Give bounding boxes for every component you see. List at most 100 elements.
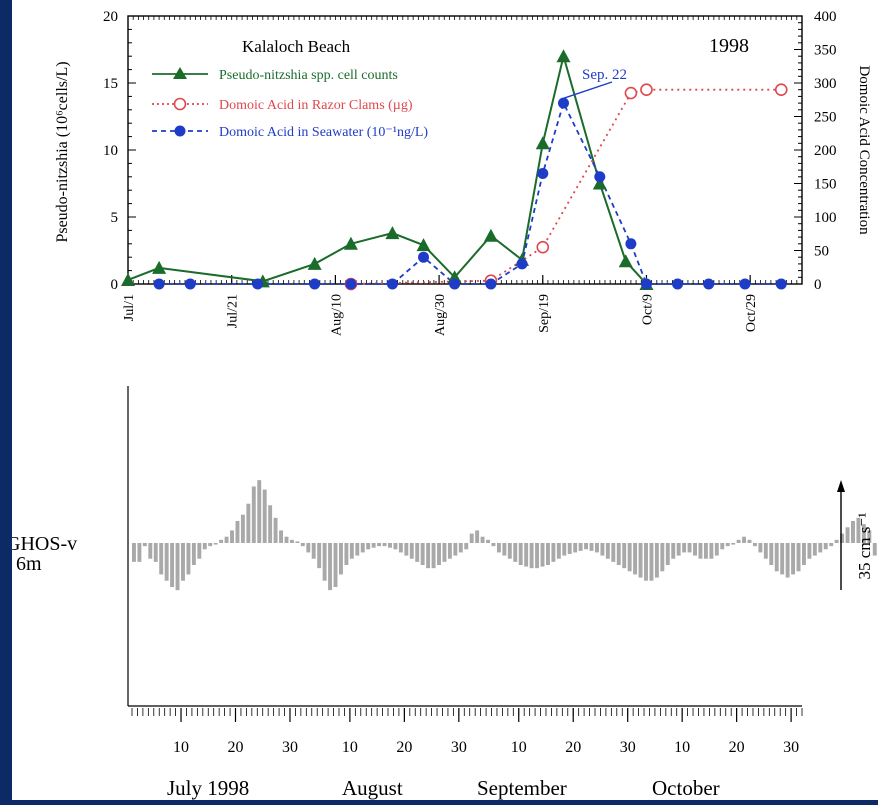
velocity-bar <box>295 541 300 543</box>
series-line-0 <box>127 52 648 285</box>
velocity-bar <box>763 543 768 559</box>
velocity-bar <box>437 543 441 565</box>
velocity-bar <box>731 543 736 545</box>
razor-clam-point <box>624 86 638 100</box>
velocity-bar <box>567 543 572 554</box>
velocity-bar <box>289 539 294 543</box>
velocity-bar <box>257 480 262 543</box>
seawater-point <box>537 167 549 179</box>
velocity-bar <box>758 543 763 553</box>
velocity-bar <box>589 543 594 551</box>
velocity-bar <box>851 521 855 543</box>
velocity-bar <box>507 543 512 559</box>
velocity-bar <box>202 543 207 550</box>
velocity-bar <box>431 543 436 569</box>
x-tick-label: Jul/1 <box>122 294 137 321</box>
velocity-bar <box>170 543 175 587</box>
velocity-bar <box>611 543 616 562</box>
velocity-bar <box>649 543 654 581</box>
velocity-bar <box>725 543 730 547</box>
right-tick-label: 150 <box>814 177 837 193</box>
velocity-bar <box>818 543 823 553</box>
bottom-tick-label: 10 <box>674 739 690 756</box>
left-tick-label: 0 <box>111 277 119 293</box>
velocity-bar <box>246 503 251 543</box>
velocity-bar <box>388 543 392 548</box>
velocity-bar <box>197 543 202 559</box>
velocity-bar <box>366 543 371 550</box>
velocity-bar <box>208 543 213 547</box>
left-tick-label: 15 <box>103 76 118 92</box>
velocity-bar <box>175 543 180 591</box>
velocity-bar <box>785 543 790 578</box>
bottom-tick-label: 10 <box>342 739 358 756</box>
velocity-bar <box>807 543 812 559</box>
velocity-bar <box>551 543 556 562</box>
velocity-bar <box>823 543 828 550</box>
legend-marker-seawater <box>174 125 186 137</box>
seawater-point <box>153 278 165 290</box>
velocity-bar <box>665 543 670 565</box>
bottom-tick-label: 10 <box>173 739 189 756</box>
razor-clam-point <box>536 240 550 254</box>
cell-count-point <box>618 254 633 268</box>
figure-panel: 0 5 10 15 20 0 50 100 150 200 250 300 350 400 Jul/1 J… <box>6 0 878 800</box>
velocity-bar <box>338 543 343 575</box>
velocity-bar <box>496 543 501 553</box>
bottom-chart: 10 20 30 10 20 30 10 20 30 10 20 30 July 1998 August… <box>6 386 877 800</box>
velocity-bar <box>622 543 627 569</box>
velocity-bar <box>453 543 458 556</box>
velocity-bar <box>644 543 648 581</box>
velocity-bar <box>398 543 403 553</box>
year-label: 1998 <box>709 35 749 57</box>
velocity-bar <box>687 543 692 553</box>
velocity-bar <box>317 543 322 569</box>
velocity-bar <box>518 543 523 565</box>
bottom-tick-label: 20 <box>729 739 745 756</box>
velocity-bar <box>556 543 561 559</box>
velocity-bar <box>698 543 703 559</box>
velocity-bar <box>829 543 834 547</box>
velocity-bar <box>213 543 218 545</box>
velocity-bar <box>709 543 714 559</box>
velocity-bar <box>420 543 425 565</box>
top-plot-frame <box>127 15 803 285</box>
scale-arrow-head <box>837 480 845 492</box>
velocity-bar <box>747 539 752 543</box>
left-tick-labels: 0 5 10 15 20 <box>103 9 118 293</box>
seawater-point <box>672 278 684 290</box>
velocity-bar <box>426 543 431 569</box>
cell-count-point <box>483 228 498 242</box>
seawater-point <box>386 278 398 290</box>
seawater-point <box>703 278 715 290</box>
velocity-bar <box>545 543 550 565</box>
cell-count-point <box>121 272 135 286</box>
velocity-bar <box>306 543 311 553</box>
velocity-bar <box>442 543 447 562</box>
seawater-point <box>558 97 570 109</box>
seawater-point <box>739 278 751 290</box>
velocity-bar <box>486 539 490 543</box>
velocity-bar <box>404 543 409 556</box>
velocity-bar <box>273 517 278 543</box>
velocity-bar <box>230 530 234 543</box>
left-tick-label: 5 <box>111 210 119 226</box>
velocity-bar <box>720 543 725 550</box>
seawater-point <box>625 238 637 250</box>
left-tick-label: 20 <box>103 9 118 25</box>
legend-marker-cells <box>173 67 187 79</box>
velocity-bar <box>344 543 349 565</box>
cell-count-point <box>535 136 550 150</box>
velocity-bar <box>616 543 621 565</box>
chart-title: Kalaloch Beach <box>242 37 351 56</box>
velocity-bar <box>562 543 567 556</box>
seawater-point <box>485 278 497 290</box>
velocity-bar <box>268 505 273 543</box>
velocity-bar <box>736 539 741 543</box>
x-tick-label: Jul/21 <box>226 294 241 328</box>
velocity-bar <box>148 543 153 559</box>
velocity-bar <box>159 543 164 575</box>
velocity-bars <box>132 480 877 591</box>
series-layer <box>121 49 788 291</box>
month-label: October <box>652 776 720 800</box>
